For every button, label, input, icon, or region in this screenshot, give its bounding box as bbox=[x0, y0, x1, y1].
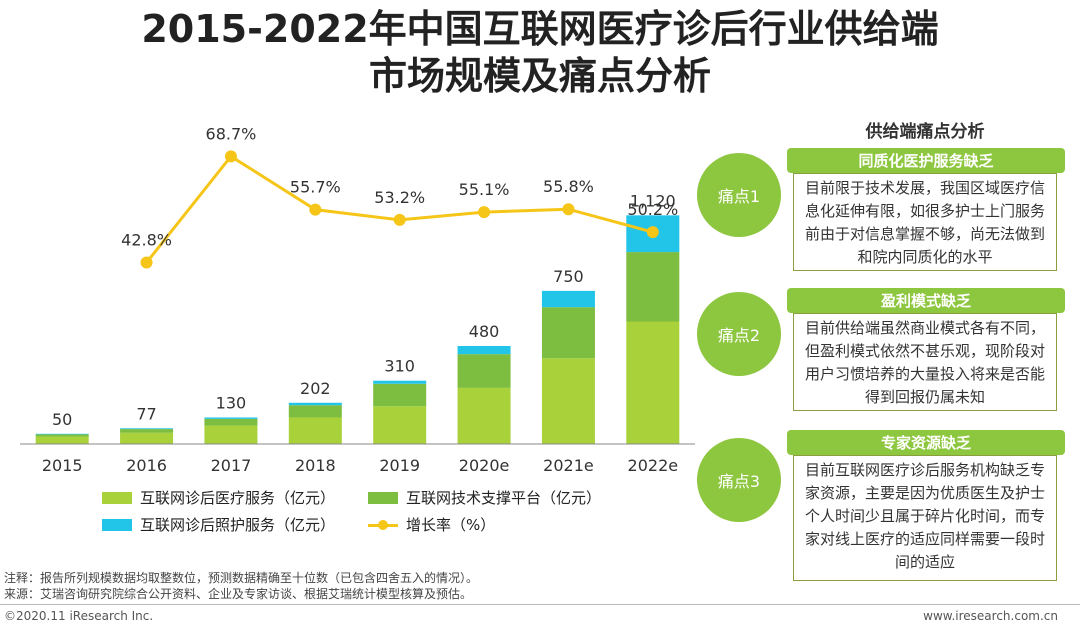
growth-point-2017 bbox=[224, 150, 237, 163]
bar-2016-series-2 bbox=[120, 428, 174, 430]
x-tick-2020e: 2020e bbox=[459, 456, 510, 475]
bar-2019-series-1 bbox=[373, 383, 427, 407]
total-label-2021e: 750 bbox=[553, 267, 584, 286]
legend-label-medical: 互联网诊后医疗服务（亿元） bbox=[140, 489, 336, 507]
bar-2020e-series-1 bbox=[457, 354, 511, 388]
growth-point-2018 bbox=[309, 203, 322, 216]
bar-2017-series-1 bbox=[204, 418, 258, 426]
bar-2021e-series-2 bbox=[541, 290, 595, 308]
bar-2017-series-0 bbox=[204, 425, 258, 444]
legend-swatch-medical bbox=[102, 491, 132, 504]
growth-label-2019: 53.2% bbox=[374, 188, 425, 207]
bar-2021e-series-1 bbox=[541, 307, 595, 359]
growth-label-2020e: 55.1% bbox=[459, 180, 510, 199]
bar-2020e-series-0 bbox=[457, 387, 511, 444]
source-text: 来源：艾瑞咨询研究院综合公开资料、企业及专家访谈、根据艾瑞统计模型核算及预估。 bbox=[4, 587, 473, 601]
growth-point-2020e bbox=[478, 206, 491, 219]
footer-website: www.iresearch.com.cn bbox=[923, 609, 1058, 623]
bar-2015-series-1 bbox=[35, 434, 89, 437]
pain-circle-1: 痛点1 bbox=[697, 153, 781, 237]
bar-2018-series-1 bbox=[288, 405, 342, 418]
legend-label-platform: 互联网技术支撑平台（亿元） bbox=[406, 489, 602, 507]
note-text: 注释：报告所列规模数据均取整数位，预测数据精确至十位数（已包含四舍五入的情况）。 bbox=[4, 571, 479, 585]
x-tick-2018: 2018 bbox=[295, 456, 336, 475]
growth-label-2017: 68.7% bbox=[206, 124, 257, 143]
growth-line bbox=[145, 154, 654, 264]
legend-item-medical: 互联网诊后医疗服务（亿元） bbox=[102, 487, 335, 508]
x-tick-2021e: 2021e bbox=[543, 456, 594, 475]
total-label-2017: 130 bbox=[216, 393, 247, 412]
bar-2022e-series-0 bbox=[626, 321, 680, 444]
legend-label-care: 互联网诊后照护服务（亿元） bbox=[140, 516, 336, 534]
title-line-1: 2015-2022年中国互联网医疗诊后行业供给端 bbox=[141, 7, 939, 51]
x-tick-2016: 2016 bbox=[126, 456, 167, 475]
total-label-2018: 202 bbox=[300, 379, 331, 398]
legend-item-growth: 增长率（%） bbox=[368, 514, 495, 535]
bar-2015-series-2 bbox=[35, 433, 89, 435]
bar-2022e-series-1 bbox=[626, 252, 680, 322]
growth-point-2022e bbox=[646, 226, 659, 239]
pain-header-3: 专家资源缺乏 bbox=[787, 430, 1065, 455]
bar-2016-series-0 bbox=[120, 432, 174, 444]
total-label-2015: 50 bbox=[52, 410, 72, 429]
growth-label-2021e: 55.8% bbox=[543, 177, 594, 196]
legend-swatch-platform bbox=[368, 491, 398, 504]
total-label-2022e: 1,120 bbox=[630, 191, 676, 210]
legend-item-care: 互联网诊后照护服务（亿元） bbox=[102, 514, 335, 535]
pain-text-3: 目前互联网医疗诊后服务机构缺乏专家资源，主要是因为优质医生及护士个人时间少且属于… bbox=[793, 455, 1057, 581]
growth-label-2016: 42.8% bbox=[121, 231, 172, 250]
legend-swatch-growth bbox=[368, 518, 398, 532]
x-tick-2015: 2015 bbox=[42, 456, 83, 475]
total-label-2016: 77 bbox=[136, 404, 156, 423]
footer-divider bbox=[0, 604, 1080, 605]
growth-point-2016 bbox=[140, 256, 153, 269]
bar-2017-series-2 bbox=[204, 417, 258, 419]
bar-2016-series-1 bbox=[120, 429, 174, 433]
total-label-2019: 310 bbox=[384, 357, 415, 376]
pain-text-1: 目前限于技术发展，我国区域医疗信息化延伸有限，如很多护士上门服务前由于对信息掌握… bbox=[793, 173, 1057, 271]
x-tick-2019: 2019 bbox=[379, 456, 420, 475]
pain-circle-2: 痛点2 bbox=[697, 292, 781, 376]
growth-label-2018: 55.7% bbox=[290, 178, 341, 197]
pain-panel-title: 供给端痛点分析 bbox=[865, 122, 985, 142]
pain-text-2: 目前供给端虽然商业模式各有不同，但盈利模式依然不甚乐观，现阶段对用户习惯培养的大… bbox=[793, 313, 1057, 411]
page-title: 2015-2022年中国互联网医疗诊后行业供给端 市场规模及痛点分析 bbox=[0, 6, 1080, 100]
x-tick-2022e: 2022e bbox=[628, 456, 679, 475]
bar-2018-series-0 bbox=[288, 417, 342, 444]
legend-swatch-care bbox=[102, 518, 132, 531]
bar-2021e-series-0 bbox=[541, 358, 595, 444]
growth-label-2022e: 50.2% bbox=[627, 200, 678, 219]
legend-label-growth: 增长率（%） bbox=[406, 516, 496, 534]
bar-2019-series-2 bbox=[373, 380, 427, 384]
total-label-2020e: 480 bbox=[469, 322, 500, 341]
market-size-chart: 50 2015 77 2016 130 2017 202 2018 310 2019 480 2020… bbox=[20, 124, 695, 475]
pain-header-1: 同质化医护服务缺乏 bbox=[787, 148, 1065, 173]
growth-point-2021e bbox=[562, 203, 575, 216]
pain-header-2: 盈利模式缺乏 bbox=[787, 288, 1065, 313]
bar-2020e-series-2 bbox=[457, 346, 511, 355]
footer-copyright: ©2020.11 iResearch Inc. bbox=[4, 609, 154, 623]
title-line-2: 市场规模及痛点分析 bbox=[368, 54, 711, 98]
bar-2019-series-0 bbox=[373, 406, 427, 444]
bar-2018-series-2 bbox=[288, 402, 342, 406]
growth-point-2019 bbox=[393, 213, 406, 226]
x-tick-2017: 2017 bbox=[211, 456, 252, 475]
bar-2015-series-0 bbox=[35, 436, 89, 444]
legend-item-platform: 互联网技术支撑平台（亿元） bbox=[368, 487, 601, 508]
pain-circle-3: 痛点3 bbox=[697, 438, 781, 522]
